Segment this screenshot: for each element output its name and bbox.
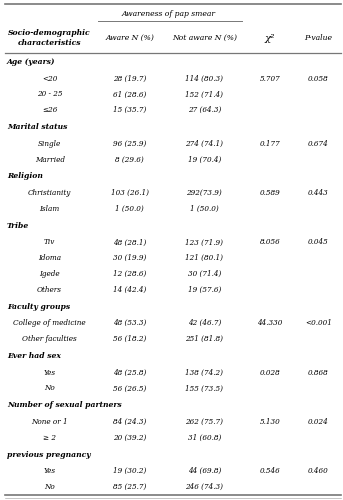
Text: 44.330: 44.330 xyxy=(257,320,283,328)
Text: 0.177: 0.177 xyxy=(260,140,280,147)
Text: Ever had sex: Ever had sex xyxy=(7,352,61,360)
Text: Married: Married xyxy=(35,156,65,164)
Text: ≤26: ≤26 xyxy=(42,106,57,114)
Text: 61 (28.6): 61 (28.6) xyxy=(113,90,146,98)
Text: 0.028: 0.028 xyxy=(260,368,280,376)
Text: 19 (57.6): 19 (57.6) xyxy=(188,286,221,294)
Text: 19 (30.2): 19 (30.2) xyxy=(113,468,146,475)
Text: Single: Single xyxy=(38,140,61,147)
Text: 19 (70.4): 19 (70.4) xyxy=(188,156,221,164)
Text: 0.024: 0.024 xyxy=(308,418,329,426)
Text: Tribe: Tribe xyxy=(7,222,29,230)
Text: 48 (25.8): 48 (25.8) xyxy=(113,368,146,376)
Text: 8 (29.6): 8 (29.6) xyxy=(115,156,144,164)
Text: 27 (64.3): 27 (64.3) xyxy=(188,106,221,114)
Text: 8.056: 8.056 xyxy=(260,238,280,246)
Text: P-value: P-value xyxy=(305,34,333,42)
Text: 274 (74.1): 274 (74.1) xyxy=(185,140,223,147)
Text: 0.546: 0.546 xyxy=(260,468,280,475)
Text: Faculty groups: Faculty groups xyxy=(7,302,70,310)
Text: 30 (19.9): 30 (19.9) xyxy=(113,254,146,262)
Text: None or 1: None or 1 xyxy=(31,418,68,426)
Text: 0.058: 0.058 xyxy=(308,74,329,82)
Text: Igede: Igede xyxy=(39,270,60,278)
Text: Other faculties: Other faculties xyxy=(22,335,77,343)
Text: 5.707: 5.707 xyxy=(260,74,280,82)
Text: <0.001: <0.001 xyxy=(305,320,332,328)
Text: No: No xyxy=(44,483,55,491)
Text: Idoma: Idoma xyxy=(38,254,61,262)
Text: 1 (50.0): 1 (50.0) xyxy=(115,205,144,213)
Text: 48 (53.3): 48 (53.3) xyxy=(113,320,146,328)
Text: Awareness of pap smear: Awareness of pap smear xyxy=(122,10,216,18)
Text: Yes: Yes xyxy=(44,368,56,376)
Text: 262 (75.7): 262 (75.7) xyxy=(185,418,223,426)
Text: ≥ 2: ≥ 2 xyxy=(43,434,56,442)
Text: Religion: Religion xyxy=(7,172,43,180)
Text: 121 (80.1): 121 (80.1) xyxy=(185,254,223,262)
Text: 0.460: 0.460 xyxy=(308,468,329,475)
Text: 155 (73.5): 155 (73.5) xyxy=(185,384,223,392)
Text: 0.589: 0.589 xyxy=(260,189,280,197)
Text: 0.868: 0.868 xyxy=(308,368,329,376)
Text: 96 (25.9): 96 (25.9) xyxy=(113,140,146,147)
Text: 56 (18.2): 56 (18.2) xyxy=(113,335,146,343)
Text: Marital status: Marital status xyxy=(7,123,67,131)
Text: 251 (81.8): 251 (81.8) xyxy=(185,335,223,343)
Text: 44 (69.8): 44 (69.8) xyxy=(188,468,221,475)
Text: Islam: Islam xyxy=(39,205,60,213)
Text: Yes: Yes xyxy=(44,468,56,475)
Text: Christianity: Christianity xyxy=(28,189,71,197)
Text: 5.130: 5.130 xyxy=(260,418,280,426)
Text: 31 (60.8): 31 (60.8) xyxy=(188,434,221,442)
Text: 15 (35.7): 15 (35.7) xyxy=(113,106,146,114)
Text: 103 (26.1): 103 (26.1) xyxy=(110,189,149,197)
Text: 48 (28.1): 48 (28.1) xyxy=(113,238,146,246)
Text: 0.674: 0.674 xyxy=(308,140,329,147)
Text: 14 (42.4): 14 (42.4) xyxy=(113,286,146,294)
Text: Tiv: Tiv xyxy=(44,238,55,246)
Text: 84 (24.3): 84 (24.3) xyxy=(113,418,146,426)
Text: College of medicine: College of medicine xyxy=(13,320,86,328)
Text: 246 (74.3): 246 (74.3) xyxy=(185,483,223,491)
Text: 138 (74.2): 138 (74.2) xyxy=(185,368,223,376)
Text: Not aware N (%): Not aware N (%) xyxy=(172,34,237,42)
Text: 56 (26.5): 56 (26.5) xyxy=(113,384,146,392)
Text: 292(73.9): 292(73.9) xyxy=(187,189,222,197)
Text: Socio-demographic
characteristics: Socio-demographic characteristics xyxy=(8,29,91,47)
Text: 0.443: 0.443 xyxy=(308,189,329,197)
Text: Aware N (%): Aware N (%) xyxy=(105,34,154,42)
Text: 28 (19.7): 28 (19.7) xyxy=(113,74,146,82)
Text: 123 (71.9): 123 (71.9) xyxy=(185,238,223,246)
Text: χ²: χ² xyxy=(265,34,275,42)
Text: 114 (80.3): 114 (80.3) xyxy=(185,74,223,82)
Text: previous pregnancy: previous pregnancy xyxy=(7,450,91,458)
Text: <20: <20 xyxy=(42,74,57,82)
Text: No: No xyxy=(44,384,55,392)
Text: Number of sexual partners: Number of sexual partners xyxy=(7,401,121,409)
Text: 1 (50.0): 1 (50.0) xyxy=(190,205,219,213)
Text: 30 (71.4): 30 (71.4) xyxy=(188,270,221,278)
Text: 12 (28.6): 12 (28.6) xyxy=(113,270,146,278)
Text: 0.045: 0.045 xyxy=(308,238,329,246)
Text: 20 - 25: 20 - 25 xyxy=(37,90,62,98)
Text: 85 (25.7): 85 (25.7) xyxy=(113,483,146,491)
Text: 152 (71.4): 152 (71.4) xyxy=(185,90,223,98)
Text: Others: Others xyxy=(37,286,62,294)
Text: Age (years): Age (years) xyxy=(7,58,55,66)
Text: 20 (39.2): 20 (39.2) xyxy=(113,434,146,442)
Text: 42 (46.7): 42 (46.7) xyxy=(188,320,221,328)
